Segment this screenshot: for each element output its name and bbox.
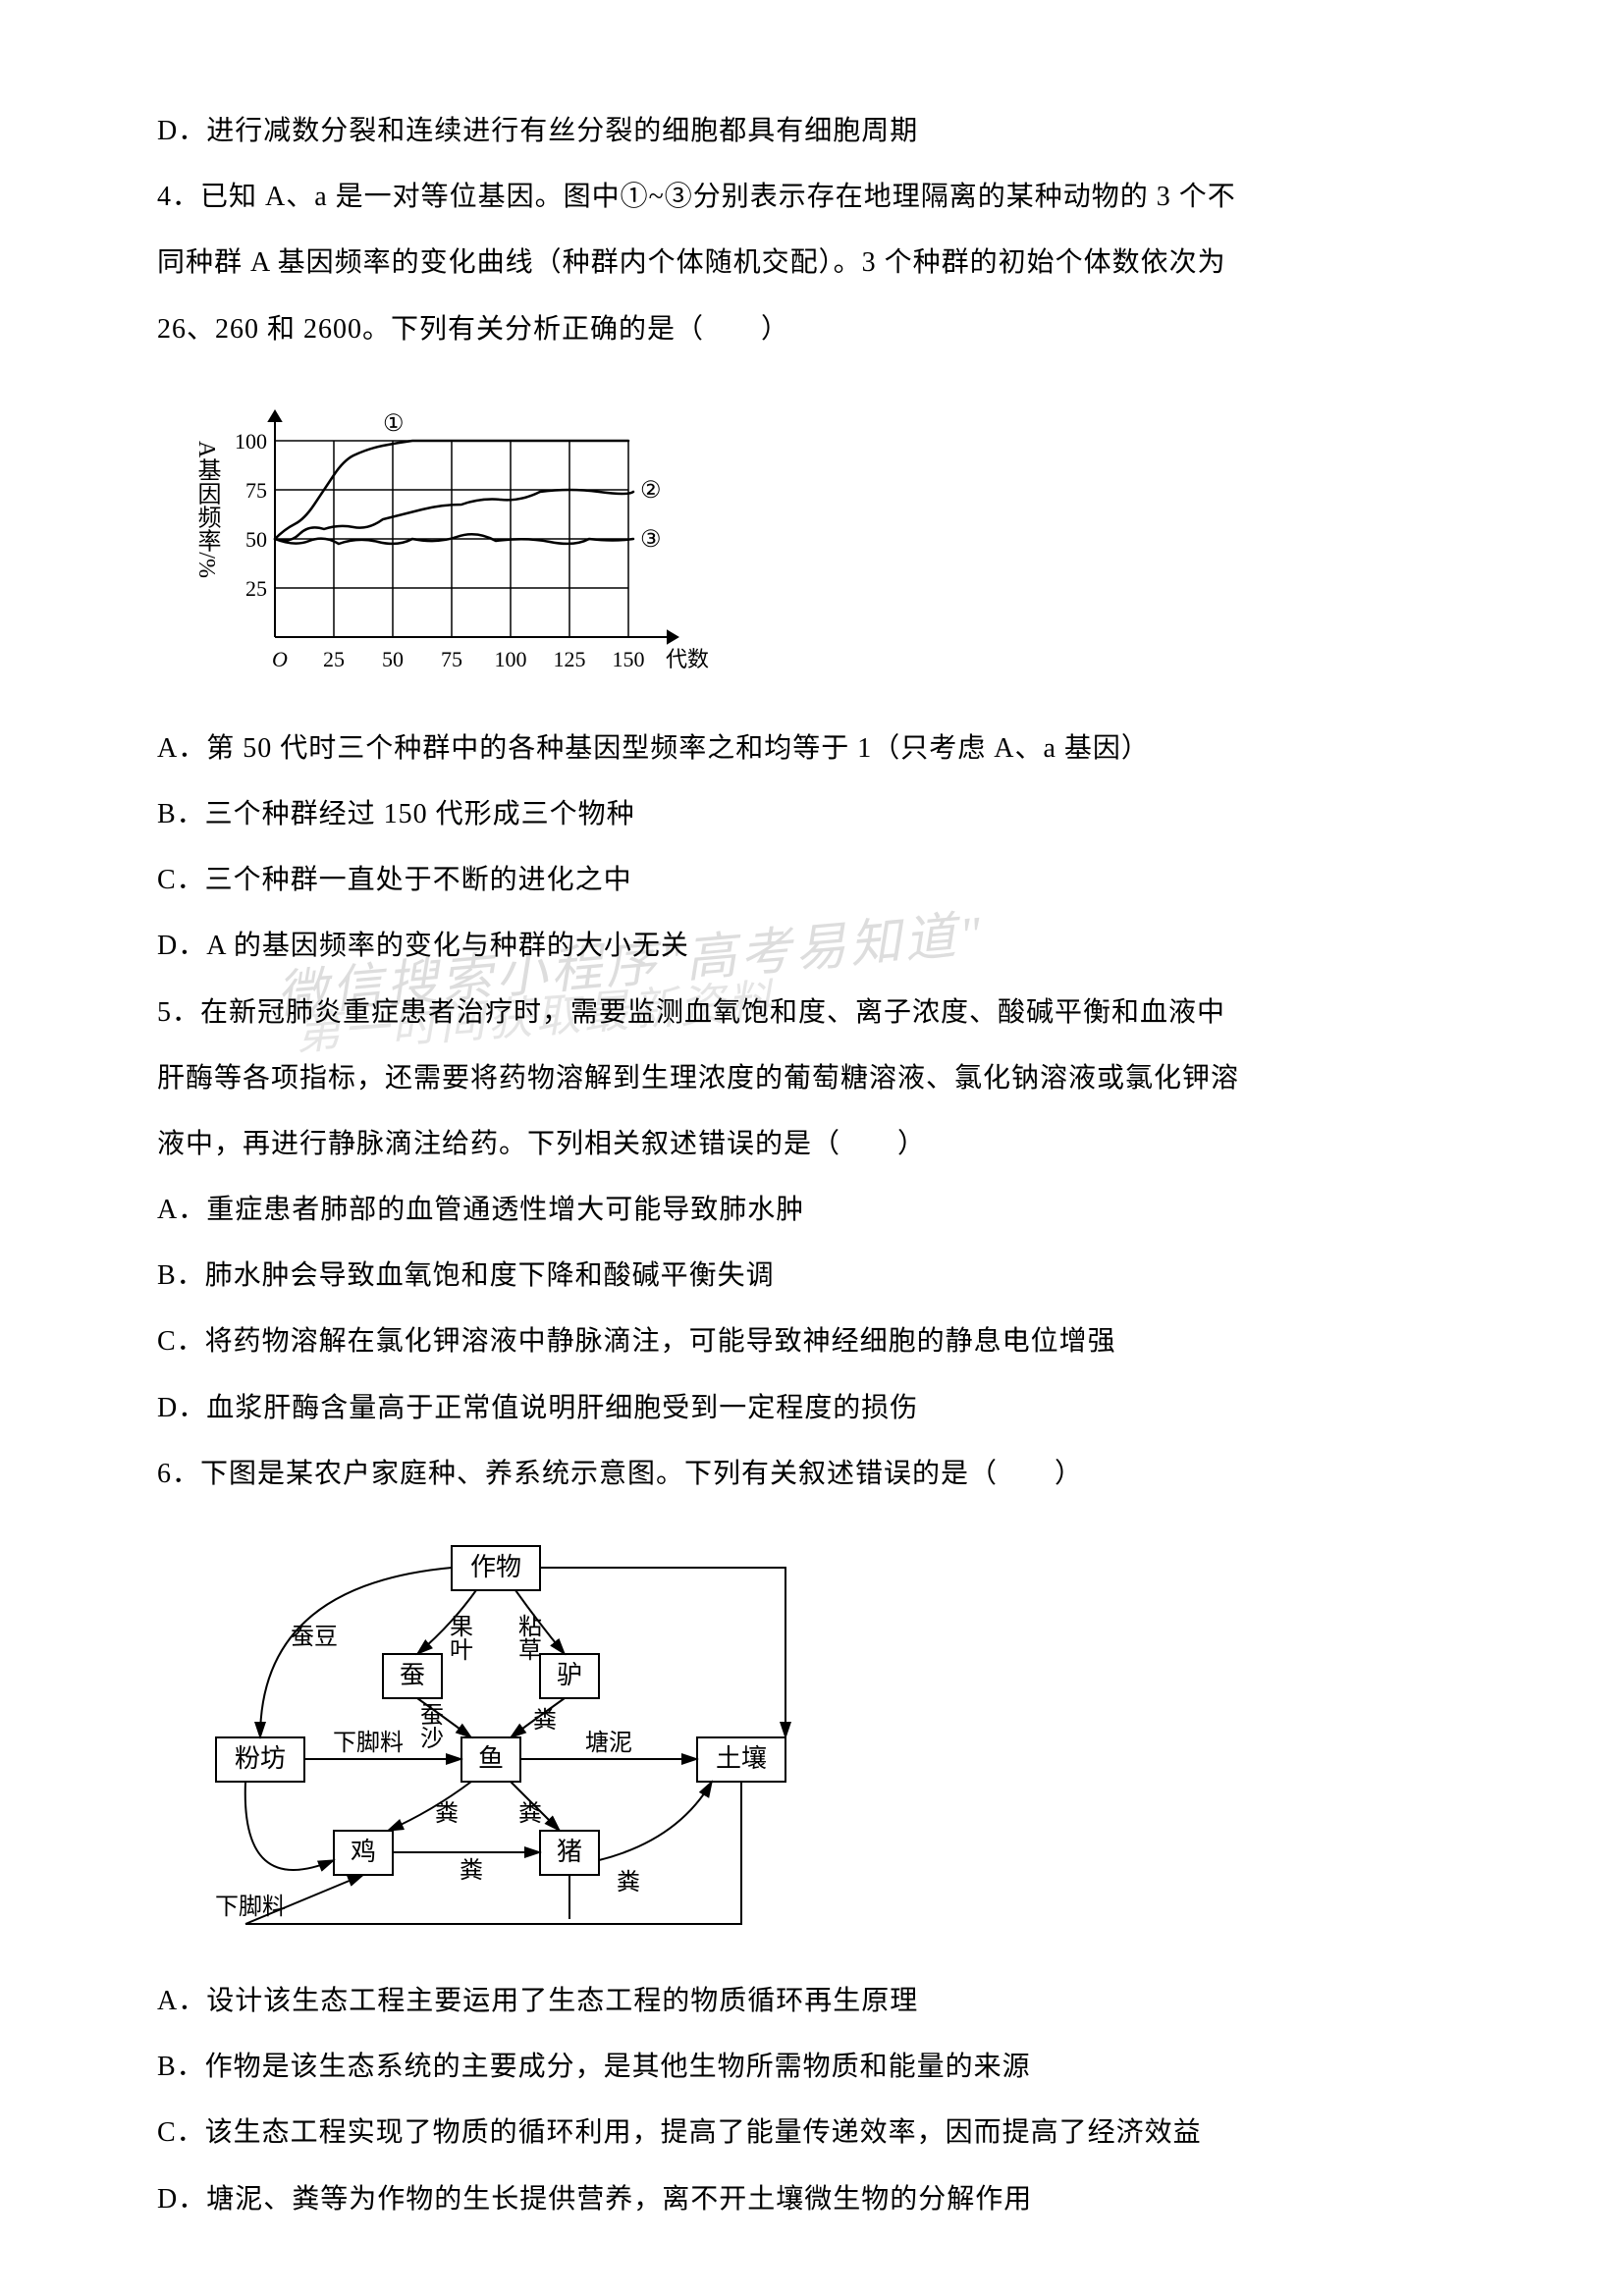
svg-text:粪: 粪	[518, 1800, 542, 1827]
q5-option-a: A．重症患者肺部的血管通透性增大可能导致肺水肿	[157, 1177, 1467, 1243]
q5-option-b: B．肺水肿会导致血氧饱和度下降和酸碱平衡失调	[157, 1243, 1467, 1308]
svg-text:①: ①	[383, 411, 405, 437]
y-ticks: 100 75 50 25	[235, 429, 267, 601]
q3-option-d: D．进行减数分裂和连续进行有丝分裂的细胞都具有细胞周期	[157, 98, 1467, 164]
q5-stem-line3: 液中，再进行静脉滴注给药。下列相关叙述错误的是（ ）	[157, 1111, 1467, 1177]
q5-option-d: D．血浆肝酶含量高于正常值说明肝细胞受到一定程度的损伤	[157, 1375, 1467, 1441]
svg-text:粪: 粪	[617, 1869, 640, 1896]
q5-stem-line2: 肝酶等各项指标，还需要将药物溶解到生理浓度的葡萄糖溶液、氯化钠溶液或氯化钾溶	[157, 1045, 1467, 1111]
q4-stem-line1: 4．已知 A、a 是一对等位基因。图中①~③分别表示存在地理隔离的某种动物的 3…	[157, 164, 1467, 230]
q4-option-d: D．A 的基因频率的变化与种群的大小无关	[157, 913, 1467, 979]
svg-text:②: ②	[640, 478, 662, 504]
svg-text:150: 150	[613, 647, 645, 671]
svg-text:25: 25	[323, 647, 345, 671]
q4-stem-line2: 同种群 A 基因频率的变化曲线（种群内个体随机交配）。3 个种群的初始个体数依次…	[157, 230, 1467, 295]
svg-text:下脚料: 下脚料	[333, 1730, 404, 1756]
svg-text:O: O	[272, 647, 288, 671]
q4-option-b: B．三个种群经过 150 代形成三个物种	[157, 781, 1467, 847]
svg-text:100: 100	[495, 647, 527, 671]
y-axis-label: A基因频率/%	[193, 441, 221, 578]
q6-option-d: D．塘泥、粪等为作物的生长提供营养，离不开土壤微生物的分解作用	[157, 2166, 1467, 2232]
svg-text:100: 100	[235, 429, 267, 454]
ecosystem-flowchart-svg: 作物 蚕 驴 粉坊 鱼 土壤 鸡 猪	[177, 1526, 844, 1949]
svg-text:蚕沙: 蚕沙	[420, 1703, 444, 1752]
node-crop-label: 作物	[470, 1553, 521, 1581]
node-pig-label: 猪	[557, 1838, 582, 1866]
q6-option-b: B．作物是该生态系统的主要成分，是其他生物所需物质和能量的来源	[157, 2034, 1467, 2100]
gene-frequency-chart-svg: A基因频率/% 100 75 50 25 O 25 50 75 100 125 …	[187, 382, 727, 696]
q4-option-c: C．三个种群一直处于不断的进化之中	[157, 847, 1467, 913]
node-chicken-label: 鸡	[351, 1838, 376, 1866]
q6-flowchart: 作物 蚕 驴 粉坊 鱼 土壤 鸡 猪	[177, 1526, 844, 1949]
q6-stem: 6．下图是某农户家庭种、养系统示意图。下列有关叙述错误的是（ ）	[157, 1441, 1467, 1507]
curve-markers: ① ② ③	[383, 411, 662, 553]
page-content: D．进行减数分裂和连续进行有丝分裂的细胞都具有细胞周期 4．已知 A、a 是一对…	[157, 98, 1467, 2232]
q5-option-c: C．将药物溶解在氯化钾溶液中静脉滴注，可能导致神经细胞的静息电位增强	[157, 1308, 1467, 1374]
svg-text:50: 50	[245, 527, 267, 552]
svg-text:③: ③	[640, 527, 662, 553]
svg-text:下脚料: 下脚料	[215, 1894, 286, 1920]
node-donkey-label: 驴	[557, 1661, 582, 1689]
chart-curves	[275, 441, 633, 544]
flow-nodes	[216, 1546, 785, 1875]
svg-text:蚕豆: 蚕豆	[291, 1625, 338, 1650]
svg-text:25: 25	[245, 576, 267, 601]
svg-text:75: 75	[245, 478, 267, 503]
q4-stem-line3: 26、260 和 2600。下列有关分析正确的是（ ）	[157, 296, 1467, 362]
x-ticks: O 25 50 75 100 125 150 代数	[272, 647, 709, 671]
node-fish-label: 鱼	[478, 1744, 504, 1773]
node-silkworm-label: 蚕	[400, 1661, 425, 1689]
svg-text:50: 50	[382, 647, 404, 671]
svg-text:粪: 粪	[460, 1857, 483, 1884]
svg-text:125: 125	[554, 647, 586, 671]
svg-text:代数: 代数	[666, 647, 709, 671]
q4-chart: A基因频率/% 100 75 50 25 O 25 50 75 100 125 …	[187, 382, 727, 696]
q4-option-a: A．第 50 代时三个种群中的各种基因型频率之和均等于 1（只考虑 A、a 基因…	[157, 716, 1467, 781]
q5-stem-line1: 5．在新冠肺炎重症患者治疗时，需要监测血氧饱和度、离子浓度、酸碱平衡和血液中	[157, 980, 1467, 1045]
node-mill-label: 粉坊	[235, 1744, 286, 1773]
svg-text:粪: 粪	[435, 1800, 459, 1827]
q6-option-a: A．设计该生态工程主要运用了生态工程的物质循环再生原理	[157, 1968, 1467, 2034]
svg-text:75: 75	[441, 647, 462, 671]
svg-text:粪: 粪	[533, 1707, 557, 1734]
node-soil-label: 土壤	[716, 1744, 767, 1773]
q6-option-c: C．该生态工程实现了物质的循环利用，提高了能量传递效率，因而提高了经济效益	[157, 2100, 1467, 2165]
svg-text:果叶: 果叶	[450, 1615, 473, 1664]
svg-text:塘泥: 塘泥	[585, 1730, 632, 1756]
svg-text:粘草: 粘草	[518, 1614, 542, 1664]
